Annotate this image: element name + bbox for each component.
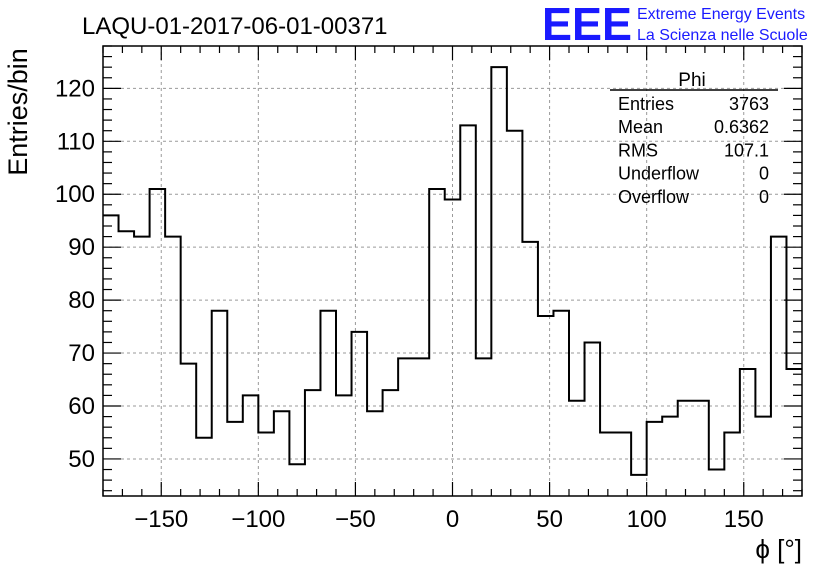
stats-box: Phi Entries 3763 Mean 0.6362 RMS 107.1 Underfl…: [610, 70, 778, 207]
logo-line-1: Extreme Energy Events: [637, 6, 805, 23]
histogram-bin: [724, 432, 740, 496]
y-tick-label: 80: [68, 287, 95, 314]
histogram-bin: [662, 417, 678, 496]
histogram-bin: [165, 237, 181, 496]
histogram-bins: [103, 66, 802, 496]
histogram-bin: [336, 395, 352, 496]
chart-title: LAQU-01-2017-06-01-00371: [82, 13, 388, 40]
histogram-bin: [755, 417, 771, 496]
axis-ticks: [102, 45, 803, 496]
x-tick-label: −150: [134, 506, 188, 533]
x-tick-labels: −150 −100 −50 0 50 100 150: [134, 506, 764, 533]
y-tick-label: 90: [68, 234, 95, 261]
histogram-bin: [522, 242, 538, 496]
eee-logo-mark: EEE: [542, 0, 632, 50]
histogram-bin: [445, 200, 461, 496]
histogram-bin: [383, 390, 399, 496]
x-tick-label: 50: [536, 506, 563, 533]
histogram-bin: [616, 432, 632, 496]
y-axis-label: Entries/bin: [3, 48, 33, 176]
y-tick-label: 110: [57, 128, 95, 155]
stats-value: 107.1: [724, 140, 769, 160]
histogram-bin: [367, 411, 383, 496]
stats-label: Underflow: [618, 164, 700, 184]
y-tick-label: 100: [55, 181, 95, 208]
x-tick-label: 0: [446, 506, 459, 533]
histogram-bin: [678, 401, 694, 496]
histogram-bin: [227, 422, 243, 496]
histogram-bin: [274, 411, 290, 496]
histogram-bin: [647, 422, 663, 496]
histogram-bin: [538, 316, 554, 496]
histogram-bin: [212, 311, 228, 496]
y-tick-label: 60: [68, 393, 95, 420]
histogram-bin: [243, 395, 259, 496]
stats-value: 0.6362: [714, 117, 769, 137]
histogram-bin: [429, 189, 445, 496]
stats-title: Phi: [678, 70, 705, 91]
stats-rows: Entries 3763 Mean 0.6362 RMS 107.1 Underflow 0 O…: [618, 94, 769, 207]
histogram-bin: [569, 401, 585, 496]
histogram-bin: [305, 390, 321, 496]
histogram-bin: [786, 369, 802, 496]
histogram-bin: [119, 231, 135, 496]
stats-value: 3763: [729, 94, 769, 114]
stats-label: Mean: [618, 117, 663, 137]
grid-lines: [103, 46, 802, 496]
histogram-bin: [414, 358, 430, 496]
x-tick-label: −100: [231, 506, 285, 533]
histogram-bin: [352, 332, 368, 496]
y-tick-label: 120: [55, 75, 95, 102]
histogram-bin: [491, 67, 507, 496]
histogram-bin: [709, 470, 725, 496]
histogram-bin: [740, 369, 756, 496]
stats-label: Entries: [618, 94, 674, 114]
x-tick-label: 100: [627, 506, 667, 533]
histogram-bin: [693, 401, 709, 496]
histogram-bin: [507, 131, 523, 496]
logo-line-2: La Scienza nelle Scuole: [637, 27, 808, 44]
histogram-bin: [181, 364, 197, 496]
stats-label: Overflow: [618, 187, 690, 207]
histogram-bin: [150, 189, 166, 496]
x-axis-label: ϕ [°]: [755, 534, 802, 564]
histogram-bin: [196, 438, 212, 496]
histogram-bin: [398, 358, 414, 496]
histogram-bin: [771, 237, 787, 496]
histogram-bin: [460, 125, 476, 496]
histogram-bin: [631, 475, 647, 496]
histogram-bin: [585, 342, 601, 496]
y-tick-label: 70: [68, 340, 95, 367]
histogram-bin: [476, 358, 492, 496]
eee-logo: EEE Extreme Energy Events La Scienza nel…: [542, 0, 808, 50]
stats-value: 0: [759, 187, 769, 207]
histogram-bin: [600, 432, 616, 496]
histogram-bin: [258, 432, 274, 496]
histogram-bin: [134, 237, 150, 496]
x-tick-label: 150: [724, 506, 764, 533]
histogram-outline: [103, 66, 802, 476]
histogram-bin: [553, 311, 569, 496]
y-tick-label: 50: [68, 446, 95, 473]
y-tick-labels: 50 60 70 80 90 100 110 120: [55, 75, 95, 473]
histogram-bin: [320, 311, 336, 496]
x-tick-label: −50: [335, 506, 376, 533]
stats-label: RMS: [618, 140, 658, 160]
stats-value: 0: [759, 164, 769, 184]
